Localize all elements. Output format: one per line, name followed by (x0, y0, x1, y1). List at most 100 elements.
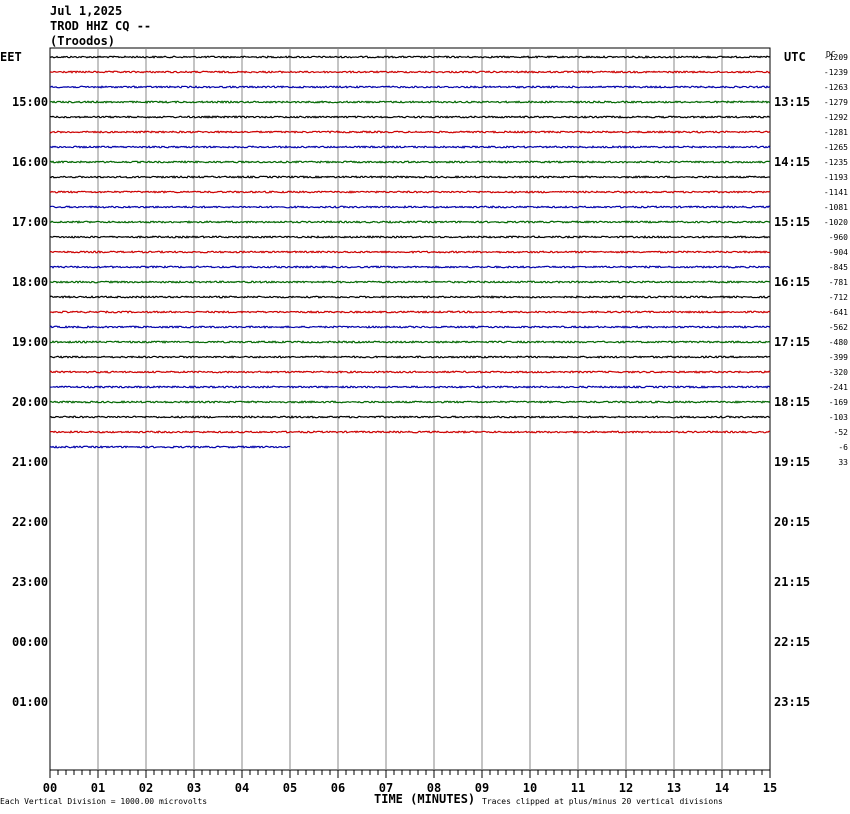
left-hour-label: 15:00 (12, 95, 49, 109)
seismic-trace (49, 145, 771, 149)
right-hour-label: 17:15 (774, 335, 811, 349)
left-hour-label: 17:00 (12, 215, 49, 229)
dc-offset-label: -6 (838, 443, 848, 452)
dc-offset-label: -845 (828, 263, 848, 272)
seismic-trace (49, 265, 771, 269)
right-hour-label: 14:15 (774, 155, 811, 169)
x-tick-label: 04 (235, 781, 249, 795)
seismic-trace (49, 220, 771, 224)
dc-offset-label: -1193 (823, 173, 848, 182)
right-hour-label: 15:15 (774, 215, 811, 229)
station-label: TROD HHZ CQ -- (50, 19, 152, 33)
x-tick-label: 00 (43, 781, 57, 795)
seismic-trace (49, 175, 771, 179)
x-tick-label: 12 (619, 781, 633, 795)
dc-offset-label: -1265 (823, 143, 848, 152)
x-tick-label: 01 (91, 781, 105, 795)
dc-header-label: DC (826, 50, 836, 59)
x-tick-label: 08 (427, 781, 441, 795)
dc-offset-label: -52 (833, 428, 848, 437)
x-tick-label: 07 (379, 781, 393, 795)
seismic-trace (49, 340, 771, 344)
x-tick-label: 14 (715, 781, 729, 795)
dc-offset-label: -781 (828, 278, 848, 287)
right-hour-label: 19:15 (774, 455, 811, 469)
dc-offset-label: -1020 (823, 218, 848, 227)
dc-offset-label: -960 (828, 233, 848, 242)
location-label: (Troodos) (50, 34, 116, 48)
dc-offset-label: -1081 (823, 203, 848, 212)
dc-offset-label: -103 (828, 413, 848, 422)
left-hour-label: 22:00 (12, 515, 49, 529)
right-hour-label: 22:15 (774, 635, 811, 649)
date-label: Jul 1,2025 (50, 4, 123, 18)
plot-frame (49, 47, 771, 771)
dc-offset-label: -1209 (823, 53, 848, 62)
seismic-trace (49, 115, 771, 119)
dc-offset-label: -1235 (823, 158, 848, 167)
seismic-trace (49, 85, 771, 89)
seismic-trace (49, 160, 771, 164)
x-tick-label: 15 (763, 781, 777, 795)
dc-offset-label: -320 (828, 368, 848, 377)
x-tick-label: 05 (283, 781, 297, 795)
seismic-trace (49, 190, 771, 194)
seismic-trace (49, 100, 771, 104)
seismic-trace (49, 325, 771, 329)
seismic-trace (49, 235, 771, 239)
dc-offset-label: -1141 (823, 188, 848, 197)
left-hour-label: 20:00 (12, 395, 49, 409)
seismic-trace (49, 280, 771, 284)
left-hour-label: 00:00 (12, 635, 49, 649)
dc-offset-label: -562 (828, 323, 848, 332)
seismic-trace (49, 310, 771, 314)
right-hour-label: 16:15 (774, 275, 811, 289)
x-tick-label: 11 (571, 781, 585, 795)
seismic-trace (49, 250, 771, 254)
right-hour-label: 13:15 (774, 95, 811, 109)
left-hour-label: 01:00 (12, 695, 49, 709)
seismic-trace (49, 355, 771, 359)
seismic-trace (49, 130, 771, 134)
dc-offset-label: 33 (838, 458, 848, 467)
x-axis-title: TIME (MINUTES) (374, 792, 476, 806)
dc-offset-label: -241 (828, 383, 848, 392)
seismic-trace (49, 385, 771, 389)
x-tick-label: 13 (667, 781, 681, 795)
x-tick-label: 06 (331, 781, 345, 795)
scale-footnote: Each Vertical Division = 1000.00 microvo… (0, 797, 208, 806)
seismic-trace (49, 295, 771, 299)
dc-offset-label: -1239 (823, 68, 848, 77)
x-tick-label: 09 (475, 781, 489, 795)
dc-offset-label: -169 (828, 398, 848, 407)
left-hour-label: 19:00 (12, 335, 49, 349)
left-hour-label: 18:00 (12, 275, 49, 289)
dc-offset-label: -1292 (823, 113, 848, 122)
dc-offset-label: -904 (828, 248, 848, 257)
left-hour-label: 23:00 (12, 575, 49, 589)
x-tick-label: 10 (523, 781, 537, 795)
left-hour-label: 21:00 (12, 455, 49, 469)
x-tick-label: 02 (139, 781, 153, 795)
clip-footnote: Traces clipped at plus/minus 20 vertical… (482, 797, 723, 806)
seismic-trace (49, 430, 771, 434)
dc-offset-label: -399 (828, 353, 848, 362)
seismic-trace (49, 400, 771, 404)
left-timezone-label: EET (0, 50, 22, 64)
seismic-trace (49, 445, 291, 449)
right-hour-label: 23:15 (774, 695, 811, 709)
dc-offset-label: -480 (828, 338, 848, 347)
seismic-trace (50, 70, 771, 74)
x-tick-label: 03 (187, 781, 201, 795)
right-hour-label: 20:15 (774, 515, 811, 529)
dc-offset-label: -641 (828, 308, 848, 317)
dc-offset-label: -1279 (823, 98, 848, 107)
right-hour-label: 18:15 (774, 395, 811, 409)
right-hour-label: 21:15 (774, 575, 811, 589)
left-hour-label: 16:00 (12, 155, 49, 169)
dc-offset-label: -712 (828, 293, 848, 302)
right-timezone-label: UTC (784, 50, 806, 64)
seismic-trace (49, 370, 771, 374)
seismic-trace (49, 205, 771, 209)
